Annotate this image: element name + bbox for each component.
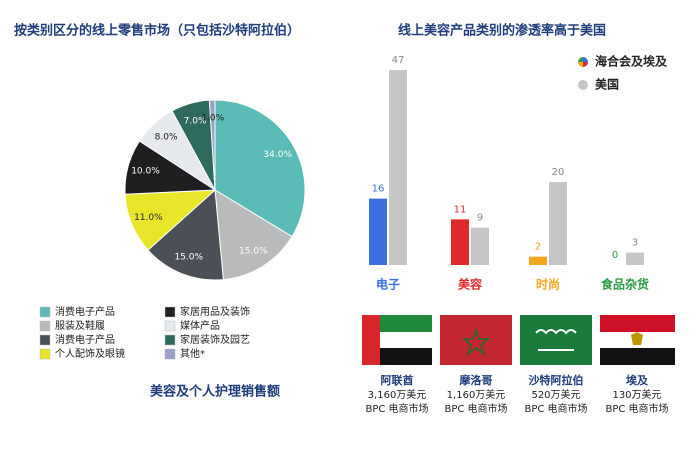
- legend-icon: [578, 57, 583, 62]
- market-note: BPC 电商市场: [524, 402, 587, 415]
- legend-icon: [578, 80, 588, 90]
- slice-label: 7.0%: [184, 116, 207, 126]
- x-tick-label: 美容: [458, 277, 482, 292]
- slice-label: 10.0%: [131, 167, 160, 177]
- legend-label: 其他*: [180, 347, 205, 360]
- slice-label: 8.0%: [155, 133, 178, 143]
- market-name: 阿联酋: [381, 373, 414, 387]
- market-note: BPC 电商市场: [365, 402, 428, 415]
- x-tick-label: 食品杂货: [600, 277, 649, 292]
- legend-swatch: [39, 334, 51, 346]
- bar: [549, 182, 567, 265]
- legend-icon: [583, 57, 588, 62]
- legend-label: 家居装饰及园艺: [180, 333, 250, 346]
- legend-label: 家居用品及装饰: [180, 305, 250, 318]
- legend-swatch: [39, 348, 51, 360]
- bar-value-label: 3: [632, 238, 638, 249]
- slice-label: 15.0%: [239, 247, 268, 257]
- bar-value-label: 0: [612, 250, 618, 261]
- market-name: 摩洛哥: [460, 373, 493, 387]
- bar-value-label: 2: [535, 242, 541, 253]
- legend-label: 服装及鞋履: [55, 319, 105, 332]
- x-tick-label: 电子: [376, 277, 400, 292]
- flag-egypt: [600, 315, 675, 365]
- legend-label: 消费电子产品: [55, 333, 115, 346]
- x-tick-label: 时尚: [536, 277, 560, 292]
- legend-icon: [578, 62, 583, 67]
- pie-slice: [208, 99, 216, 191]
- bar: [471, 227, 489, 265]
- market-amount: 3,160万美元: [368, 388, 427, 401]
- legend-swatch: [39, 306, 51, 318]
- pie-title: 按类别区分的线上零售市场（只包括沙特阿拉伯）: [14, 23, 300, 39]
- bar-title: 线上美容产品类别的渗透率高于美国: [398, 23, 606, 39]
- market-note: BPC 电商市场: [444, 402, 507, 415]
- bar-value-label: 9: [477, 213, 483, 224]
- legend-label: 个人配饰及眼镜: [55, 347, 125, 360]
- market-name: 埃及: [626, 373, 649, 387]
- flag-morocco: [440, 315, 512, 365]
- slice-label: 1.0%: [201, 114, 224, 124]
- bar-value-label: 20: [552, 167, 565, 178]
- legend-label: 美国: [595, 77, 619, 92]
- market-amount: 520万美元: [531, 388, 580, 401]
- bar-value-label: 16: [372, 184, 385, 195]
- market-name: 沙特阿拉伯: [529, 373, 584, 387]
- pie-slice: [214, 99, 306, 238]
- slice-label: 15.0%: [174, 253, 203, 263]
- pie-subtitle: 美容及个人护理销售额: [150, 384, 280, 400]
- legend-swatch: [164, 320, 176, 332]
- legend-swatch: [164, 334, 176, 346]
- bar-value-label: 11: [454, 204, 467, 215]
- flag-saudi: [520, 315, 592, 365]
- bar: [529, 256, 547, 265]
- pie-slice: [147, 188, 224, 281]
- bar: [369, 198, 387, 265]
- bar: [451, 219, 469, 265]
- legend-icon: [583, 62, 588, 67]
- legend-label: 消费电子产品: [55, 305, 115, 318]
- bar: [389, 70, 407, 265]
- slice-label: 34.0%: [263, 150, 292, 160]
- market-amount: 1,160万美元: [447, 388, 506, 401]
- market-amount: 130万美元: [612, 388, 661, 401]
- flag-uae: [362, 315, 432, 365]
- legend-swatch: [39, 320, 51, 332]
- market-note: BPC 电商市场: [605, 402, 668, 415]
- bar: [626, 252, 644, 265]
- legend-label: 媒体产品: [180, 319, 220, 332]
- bar-value-label: 47: [392, 55, 405, 66]
- legend-swatch: [164, 348, 176, 360]
- pie-slice: [214, 189, 293, 281]
- slice-label: 11.0%: [134, 213, 163, 223]
- legend-swatch: [164, 306, 176, 318]
- legend-label: 海合会及埃及: [595, 54, 668, 69]
